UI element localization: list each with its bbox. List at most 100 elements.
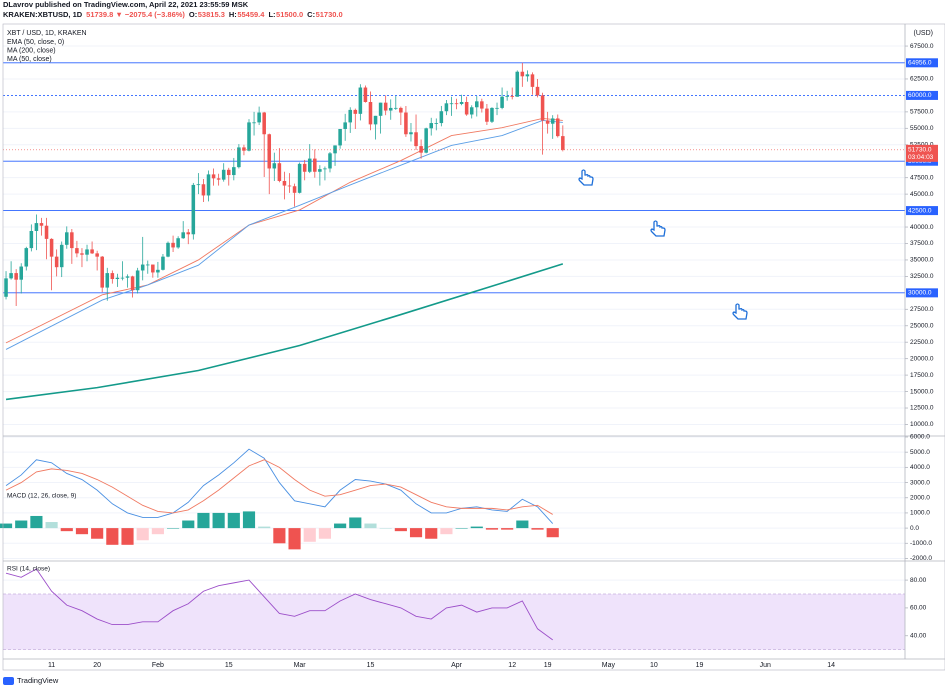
- candle-body: [434, 123, 439, 124]
- x-tick-label: Apr: [451, 662, 463, 669]
- candle-body: [75, 248, 79, 254]
- footer-text: TradingView: [17, 676, 59, 685]
- candle-body: [29, 230, 34, 249]
- candle-body: [105, 273, 110, 288]
- y-tick-label: 32500.0: [910, 273, 934, 280]
- candle-body: [145, 264, 150, 266]
- x-tick-label: 15: [367, 662, 375, 669]
- quote-part: KRAKEN:XBTUSD, 1D: [3, 10, 83, 19]
- histogram-bar: [470, 526, 483, 529]
- x-tick-label: Feb: [152, 662, 164, 669]
- histogram-bar: [151, 528, 164, 535]
- candle-body: [287, 185, 292, 187]
- y-tick-label: 80.00: [910, 577, 927, 584]
- candle-body: [297, 163, 302, 193]
- histogram-bar: [531, 528, 544, 530]
- candle-body: [257, 112, 261, 123]
- candle-body: [59, 244, 64, 268]
- candle-body: [4, 278, 8, 297]
- y-tick-label: 45000.0: [910, 191, 934, 198]
- candle-body: [110, 273, 115, 280]
- marks: [0, 62, 905, 651]
- candle-body: [237, 147, 241, 168]
- candle-body: [500, 96, 504, 108]
- hand-icon: [578, 169, 594, 186]
- candle-body: [510, 96, 514, 97]
- y-tick-label: 5000.0: [910, 449, 930, 456]
- candle-body: [313, 158, 317, 172]
- histogram-bar: [242, 511, 256, 529]
- candle-body: [520, 71, 525, 77]
- candle-body: [216, 178, 221, 180]
- candle-body: [80, 253, 84, 255]
- candle-body: [328, 153, 332, 169]
- candle-body: [515, 71, 520, 97]
- publisher: DLavrov published on TradingView.com, Ap…: [3, 0, 249, 9]
- level-label-box: [906, 90, 938, 100]
- histogram-bar: [15, 520, 28, 529]
- level-label: 60000.0: [908, 92, 932, 99]
- candle-body: [429, 123, 433, 129]
- level-label: 64956.0: [908, 60, 932, 67]
- candle-body: [242, 147, 246, 151]
- histogram-bar: [516, 520, 529, 529]
- x-tick-label: Jun: [760, 662, 771, 669]
- y-tick-label: 22500.0: [910, 339, 934, 346]
- candle-body: [373, 115, 378, 125]
- candle-body: [490, 107, 494, 122]
- x-tick-label: 11: [48, 662, 55, 669]
- legend-entry: MA (200, close): [7, 47, 56, 54]
- hand-icon: [650, 220, 666, 237]
- histogram-bar: [485, 528, 499, 530]
- y-tick-label: -2000.0: [910, 555, 932, 562]
- y-tick-label: 60.00: [910, 605, 927, 612]
- last-price-label: 51730.0: [908, 147, 932, 154]
- histogram-bar: [303, 528, 316, 542]
- candle-body: [181, 232, 185, 239]
- histogram-bar: [394, 528, 407, 532]
- rsi-title: RSI (14, close): [7, 566, 50, 573]
- legend-entry: EMA (50, close, 0): [7, 39, 64, 46]
- y-tick-label: 20000.0: [910, 355, 934, 362]
- footer: TradingView: [3, 676, 59, 685]
- y-tick-label: 55000.0: [910, 125, 934, 132]
- x-tick-label: 10: [650, 662, 658, 669]
- frame: [2, 23, 945, 671]
- y-tick-label: 57500.0: [910, 109, 934, 116]
- hand-icon: [732, 303, 748, 320]
- candle-body: [394, 107, 398, 109]
- candle-body: [343, 122, 347, 129]
- histogram-bar: [258, 526, 271, 529]
- y-tick-label: 6000.0: [910, 434, 930, 441]
- histogram-bar: [121, 528, 134, 545]
- candle-body: [14, 273, 18, 280]
- histogram-bar: [182, 520, 195, 529]
- candle-body: [24, 248, 29, 267]
- histogram-bar: [546, 528, 559, 538]
- candle-body: [115, 277, 120, 280]
- level-label-box: [906, 206, 938, 216]
- histogram-bar: [91, 528, 104, 539]
- y-tick-label: 62500.0: [910, 76, 934, 83]
- candle-body: [39, 223, 44, 226]
- candle-body: [550, 118, 555, 124]
- candle-body: [247, 122, 251, 151]
- histogram-bar: [167, 528, 180, 529]
- candle-body: [414, 132, 418, 147]
- candle-body: [85, 249, 89, 255]
- candle-body: [307, 158, 312, 172]
- y-tick-label: 27500.0: [910, 306, 934, 313]
- quote-part: 51730.0: [316, 10, 343, 19]
- candle-body: [475, 101, 479, 108]
- histogram-bar: [273, 528, 286, 544]
- histogram-bar: [60, 528, 73, 532]
- candle-body: [44, 225, 49, 239]
- candle-body: [100, 256, 104, 288]
- macd-title: MACD (12, 26, close, 9): [7, 493, 76, 500]
- candle-body: [221, 169, 226, 180]
- y-tick-label: 3000.0: [910, 479, 930, 486]
- x-tick-label: Mar: [294, 662, 307, 669]
- candle-body: [419, 146, 423, 153]
- candle-body: [444, 103, 449, 112]
- histogram-bar: [334, 523, 347, 529]
